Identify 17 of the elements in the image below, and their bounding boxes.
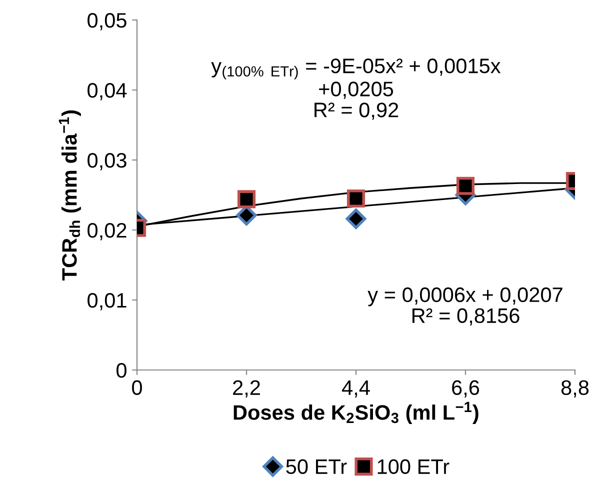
- y-tick-label: 0,03: [88, 153, 126, 170]
- x-axis-title: Doses de K$_{2}$SiO$_{3}$ (ml L$^{−1}$): [234, 402, 478, 424]
- y-tick-label: 0,01: [88, 293, 126, 310]
- x-tick-label: 0: [132, 380, 142, 396]
- y-axis-title: TCR$_{dh}$ (mm dia$^{−1}$): [58, 110, 81, 280]
- legend-label: 50 ETr: [286, 459, 347, 474]
- legend-label: 100 ETr: [378, 459, 450, 474]
- annotation: y = 0,0006x + 0,0207 R² = 0,8156: [368, 287, 562, 326]
- x-tick-label: 8,8: [561, 380, 589, 398]
- x-tick-label: 6,6: [452, 380, 480, 398]
- y-tick-label: 0,04: [88, 83, 127, 100]
- y-tick-label: 0: [116, 363, 126, 378]
- y-tick-label: 0,05: [88, 13, 126, 30]
- y-tick-label: 0,02: [88, 223, 126, 240]
- x-tick-label: 2,2: [233, 380, 260, 398]
- x-tick-label: 4,4: [342, 380, 370, 398]
- annotation: y$_{(100% ETr)}$ = -9E-05x² + 0,0015x +0,0205 R² = 0,92: [211, 58, 501, 120]
